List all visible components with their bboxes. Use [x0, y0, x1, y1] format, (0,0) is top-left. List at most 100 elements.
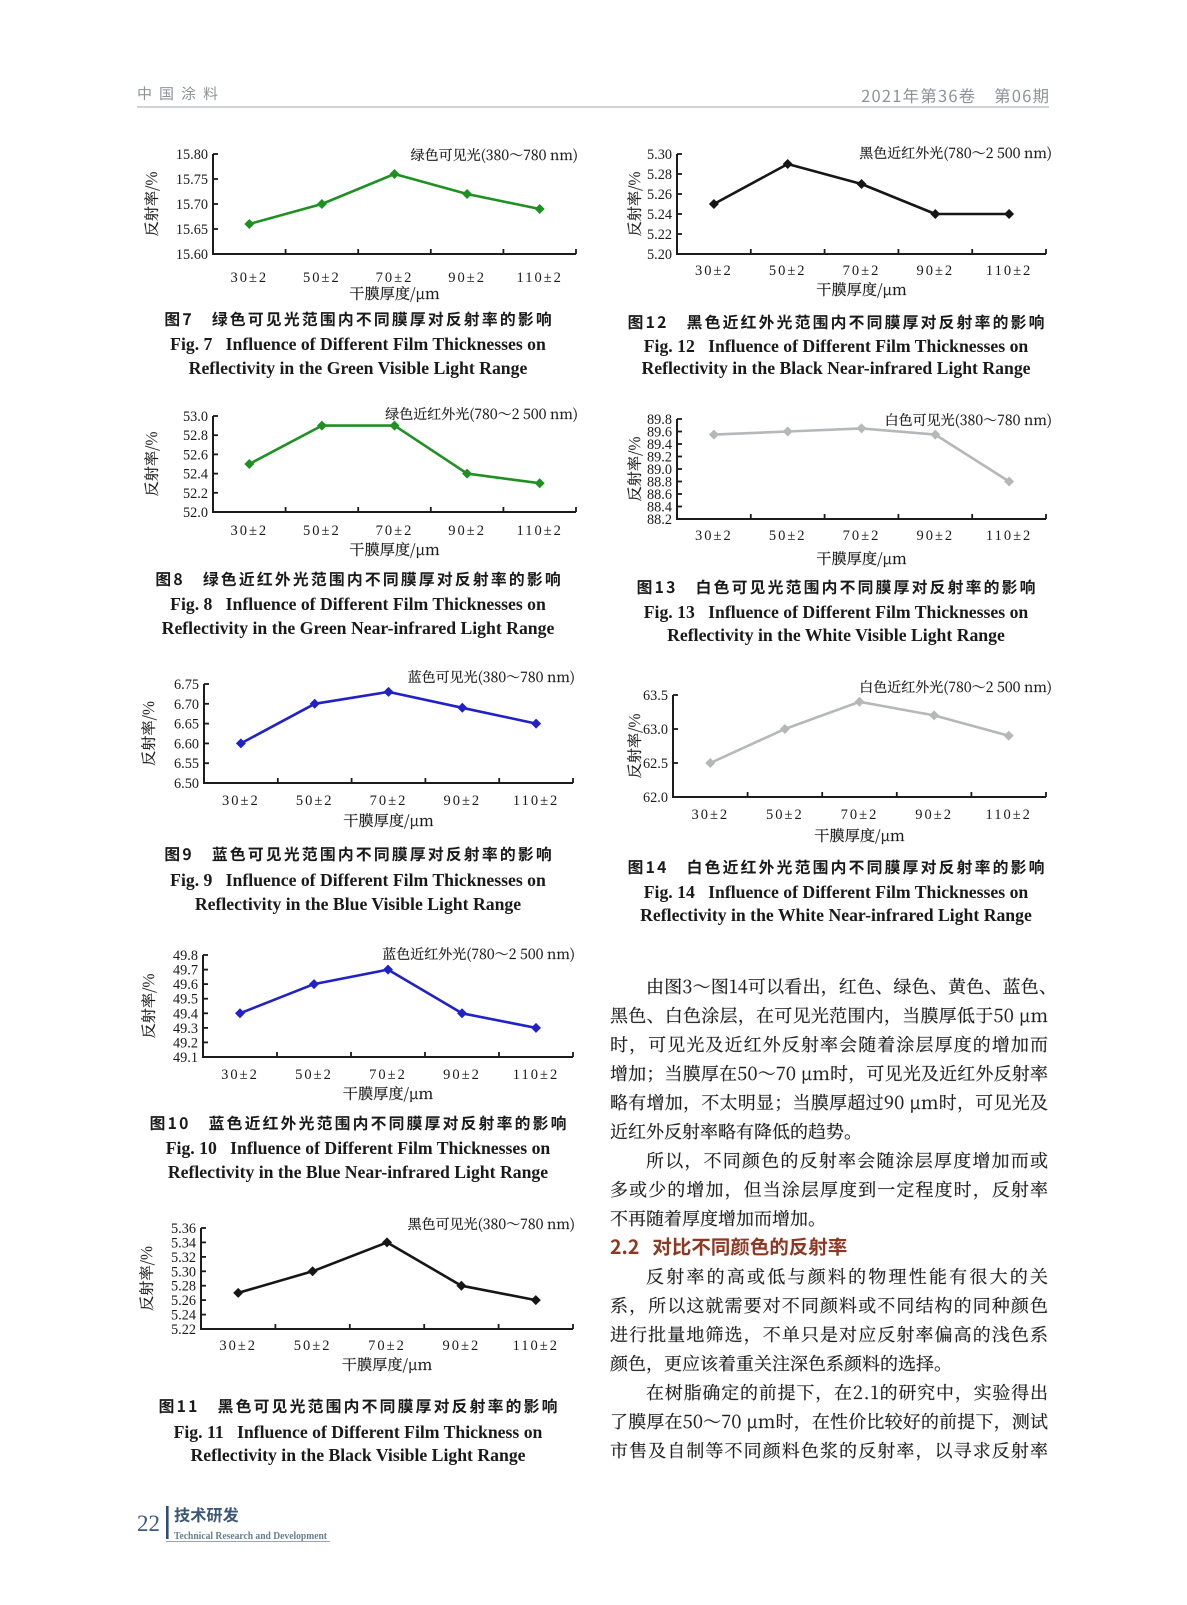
svg-text:110±2: 110±2	[516, 523, 562, 539]
svg-text:5.28: 5.28	[647, 167, 672, 183]
svg-text:110±2: 110±2	[513, 1067, 559, 1083]
svg-text:30±2: 30±2	[695, 528, 733, 544]
svg-text:90±2: 90±2	[916, 263, 954, 279]
svg-text:Fig. 7 Influence of Differen: Fig. 7 Influence of Different Film Thick…	[170, 334, 546, 354]
svg-text:62.5: 62.5	[643, 756, 668, 772]
svg-text:88.2: 88.2	[647, 512, 672, 528]
svg-text:15.65: 15.65	[176, 222, 208, 238]
svg-text:15.75: 15.75	[176, 172, 208, 188]
svg-text:89.0: 89.0	[647, 462, 672, 478]
svg-text:30±2: 30±2	[222, 793, 260, 809]
svg-text:5.30: 5.30	[171, 1264, 196, 1280]
svg-text:49.7: 49.7	[173, 963, 198, 979]
svg-text:88.6: 88.6	[647, 487, 672, 503]
svg-text:90±2: 90±2	[443, 793, 481, 809]
svg-text:89.6: 89.6	[647, 425, 672, 441]
svg-text:63.0: 63.0	[643, 722, 668, 738]
svg-text:Technical Research and Develop: Technical Research and Development	[174, 1530, 327, 1542]
svg-text:50±2: 50±2	[294, 1338, 332, 1354]
svg-text:Reflectivity in the White Near: Reflectivity in the White Near-infrared …	[640, 905, 1032, 925]
svg-text:5.24: 5.24	[171, 1308, 196, 1324]
svg-text:Reflectivity in the Black Visi: Reflectivity in the Black Visible Light …	[190, 1445, 525, 1465]
svg-text:90±2: 90±2	[448, 270, 486, 286]
svg-text:89.2: 89.2	[647, 450, 672, 466]
svg-text:50±2: 50±2	[769, 263, 807, 279]
svg-text:52.4: 52.4	[183, 467, 208, 483]
svg-text:Fig. 10 Influence of Differe: Fig. 10 Influence of Different Film Thic…	[166, 1138, 551, 1158]
svg-text:49.1: 49.1	[173, 1050, 198, 1066]
svg-text:52.8: 52.8	[183, 428, 208, 444]
svg-text:49.2: 49.2	[173, 1035, 198, 1051]
svg-text:70±2: 70±2	[376, 270, 414, 286]
svg-text:15.80: 15.80	[176, 147, 208, 163]
svg-text:110±2: 110±2	[513, 1338, 559, 1354]
svg-text:30±2: 30±2	[695, 263, 733, 279]
svg-text:70±2: 70±2	[841, 807, 879, 823]
svg-text:Reflectivity in the Black Near: Reflectivity in the Black Near-infrared …	[641, 358, 1030, 378]
svg-text:90±2: 90±2	[916, 528, 954, 544]
svg-text:Reflectivity in the Green Visi: Reflectivity in the Green Visible Light …	[189, 358, 528, 378]
svg-text:89.4: 89.4	[647, 437, 672, 453]
svg-text:88.8: 88.8	[647, 475, 672, 491]
svg-text:110±2: 110±2	[985, 807, 1031, 823]
svg-text:15.60: 15.60	[176, 247, 208, 263]
svg-text:49.3: 49.3	[173, 1021, 198, 1037]
svg-text:50±2: 50±2	[296, 793, 334, 809]
svg-text:50±2: 50±2	[303, 270, 341, 286]
svg-text:70±2: 70±2	[376, 523, 414, 539]
svg-text:90±2: 90±2	[915, 807, 953, 823]
svg-text:6.75: 6.75	[174, 677, 199, 693]
svg-text:70±2: 70±2	[843, 263, 881, 279]
svg-text:30±2: 30±2	[219, 1338, 257, 1354]
svg-text:Fig. 8 Influence of Differen: Fig. 8 Influence of Different Film Thick…	[170, 594, 546, 614]
svg-text:110±2: 110±2	[516, 270, 562, 286]
svg-text:5.30: 5.30	[647, 147, 672, 163]
svg-text:90±2: 90±2	[448, 523, 486, 539]
svg-text:110±2: 110±2	[986, 263, 1032, 279]
svg-text:Reflectivity in the Green Near: Reflectivity in the Green Near-infrared …	[162, 618, 555, 638]
svg-text:Reflectivity in the Blue Near-: Reflectivity in the Blue Near-infrared L…	[168, 1162, 548, 1182]
svg-text:22: 22	[137, 1511, 160, 1536]
svg-text:Fig. 11 Influence of Differe: Fig. 11 Influence of Different Film Thic…	[174, 1422, 543, 1442]
svg-text:90±2: 90±2	[443, 1067, 481, 1083]
svg-text:Fig. 13 Influence of Differe: Fig. 13 Influence of Different Film Thic…	[644, 602, 1029, 622]
svg-text:70±2: 70±2	[843, 528, 881, 544]
svg-text:52.2: 52.2	[183, 486, 208, 502]
svg-text:70±2: 70±2	[368, 1338, 406, 1354]
svg-text:5.26: 5.26	[647, 187, 672, 203]
svg-text:6.50: 6.50	[174, 776, 199, 792]
svg-text:49.8: 49.8	[173, 948, 198, 964]
svg-text:90±2: 90±2	[443, 1338, 481, 1354]
svg-text:30±2: 30±2	[221, 1067, 259, 1083]
svg-text:30±2: 30±2	[691, 807, 729, 823]
svg-text:5.32: 5.32	[171, 1250, 196, 1266]
svg-text:50±2: 50±2	[769, 528, 807, 544]
svg-text:50±2: 50±2	[295, 1067, 333, 1083]
svg-text:88.4: 88.4	[647, 500, 672, 516]
svg-text:50±2: 50±2	[303, 523, 341, 539]
svg-text:Fig. 14 Influence of Differe: Fig. 14 Influence of Different Film Thic…	[644, 882, 1029, 902]
svg-text:5.24: 5.24	[647, 207, 672, 223]
svg-text:6.60: 6.60	[174, 736, 199, 752]
svg-text:5.34: 5.34	[171, 1235, 196, 1251]
svg-text:49.4: 49.4	[173, 1006, 198, 1022]
svg-text:62.0: 62.0	[643, 790, 668, 806]
svg-text:5.28: 5.28	[171, 1279, 196, 1295]
svg-text:15.70: 15.70	[176, 197, 208, 213]
svg-text:6.55: 6.55	[174, 756, 199, 772]
svg-text:52.0: 52.0	[183, 505, 208, 521]
svg-text:89.8: 89.8	[647, 412, 672, 428]
svg-text:53.0: 53.0	[183, 409, 208, 425]
svg-text:5.22: 5.22	[647, 227, 672, 243]
svg-text:49.5: 49.5	[173, 992, 198, 1008]
svg-text:5.26: 5.26	[171, 1293, 196, 1309]
svg-text:70±2: 70±2	[370, 793, 408, 809]
svg-text:Fig. 12 Influence of Differe: Fig. 12 Influence of Different Film Thic…	[644, 336, 1029, 356]
svg-text:63.5: 63.5	[643, 688, 668, 704]
svg-text:Fig. 9 Influence of Differen: Fig. 9 Influence of Different Film Thick…	[170, 870, 546, 890]
svg-text:Reflectivity in the White Visi: Reflectivity in the White Visible Light …	[667, 625, 1005, 645]
svg-text:5.22: 5.22	[171, 1322, 196, 1338]
svg-text:110±2: 110±2	[986, 528, 1032, 544]
svg-text:30±2: 30±2	[230, 523, 268, 539]
svg-text:30±2: 30±2	[230, 270, 268, 286]
